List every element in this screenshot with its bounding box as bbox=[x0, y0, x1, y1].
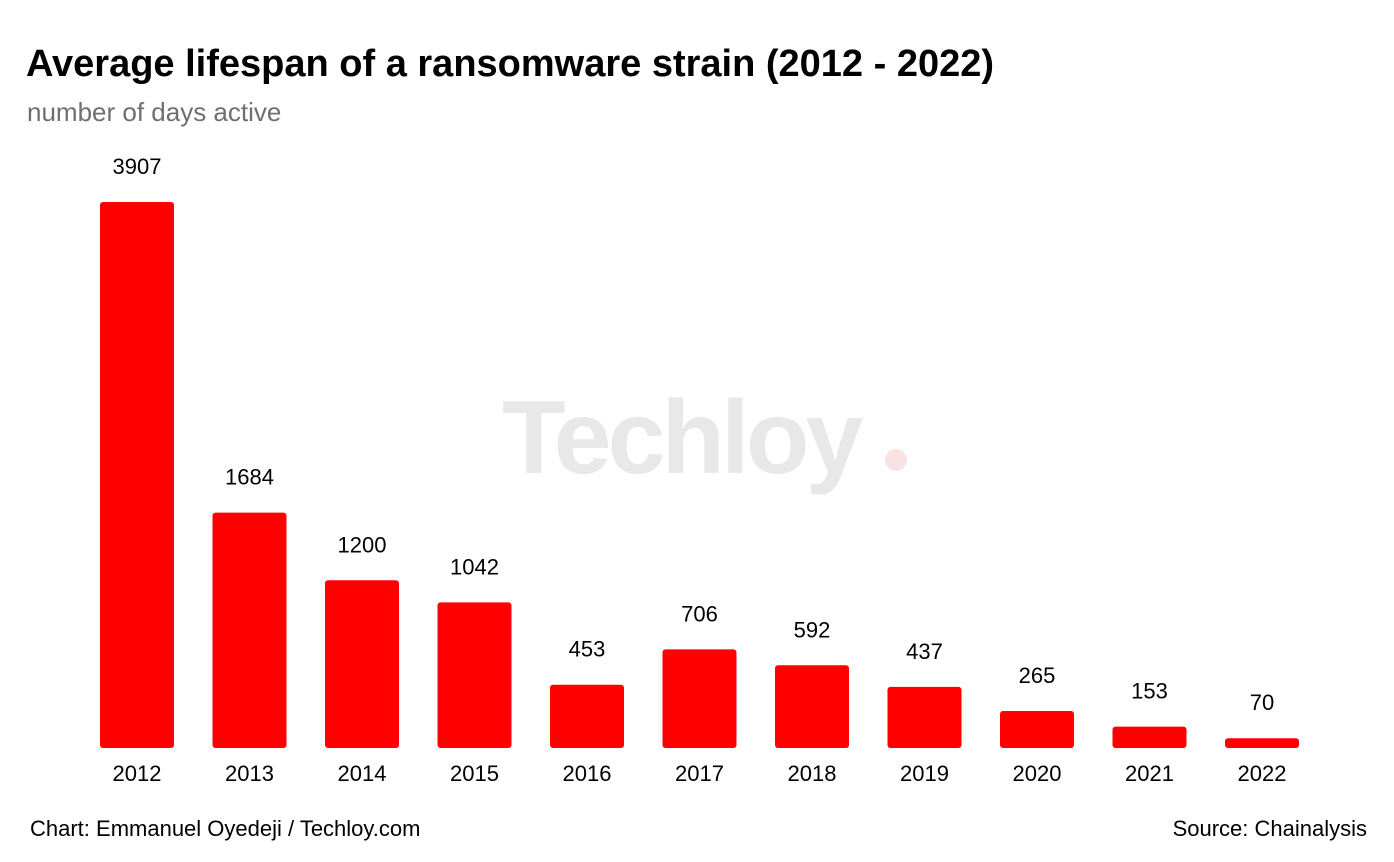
x-tick-2018: 2018 bbox=[788, 761, 837, 786]
chart-subtitle: number of days active bbox=[27, 97, 282, 127]
data-label-2016: 453 bbox=[569, 637, 606, 662]
bar-2015 bbox=[437, 602, 512, 748]
bar-2022 bbox=[1225, 738, 1299, 748]
x-tick-2019: 2019 bbox=[900, 761, 949, 786]
data-label-2020: 265 bbox=[1019, 663, 1056, 688]
chart-title: Average lifespan of a ransomware strain … bbox=[26, 43, 995, 85]
bar-2020 bbox=[1000, 710, 1074, 748]
data-label-2013: 1684 bbox=[225, 465, 274, 490]
bar-2013 bbox=[212, 512, 287, 748]
data-label-2014: 1200 bbox=[338, 532, 387, 557]
bar-2014 bbox=[325, 580, 399, 748]
bar-2016 bbox=[550, 684, 624, 748]
data-label-2015: 1042 bbox=[450, 554, 499, 579]
chart-credit: Chart: Emmanuel Oyedeji / Techloy.com bbox=[30, 816, 421, 841]
bar-2019 bbox=[887, 686, 962, 748]
data-label-2012: 3907 bbox=[113, 154, 162, 179]
watermark-dot-icon bbox=[885, 449, 907, 471]
x-tick-2021: 2021 bbox=[1125, 761, 1174, 786]
techloy-watermark: Techloy bbox=[502, 378, 922, 498]
data-label-2018: 592 bbox=[794, 617, 831, 642]
chart-source: Source: Chainalysis bbox=[1172, 816, 1367, 841]
data-label-2017: 706 bbox=[681, 601, 718, 626]
x-tick-2013: 2013 bbox=[225, 761, 274, 786]
x-tick-2016: 2016 bbox=[563, 761, 612, 786]
x-tick-2017: 2017 bbox=[675, 761, 724, 786]
x-tick-2012: 2012 bbox=[113, 761, 162, 786]
x-tick-2020: 2020 bbox=[1013, 761, 1062, 786]
x-tick-2014: 2014 bbox=[338, 761, 387, 786]
data-label-2022: 70 bbox=[1250, 690, 1274, 715]
x-tick-2015: 2015 bbox=[450, 761, 499, 786]
data-label-2019: 437 bbox=[906, 639, 943, 664]
bar-2021 bbox=[1112, 726, 1187, 748]
x-tick-2022: 2022 bbox=[1238, 761, 1287, 786]
bar-2012 bbox=[100, 202, 174, 748]
watermark-text: Techloy bbox=[502, 380, 863, 496]
data-label-2021: 153 bbox=[1131, 679, 1168, 704]
bar-2017 bbox=[662, 649, 737, 748]
bar-2018 bbox=[775, 665, 849, 748]
